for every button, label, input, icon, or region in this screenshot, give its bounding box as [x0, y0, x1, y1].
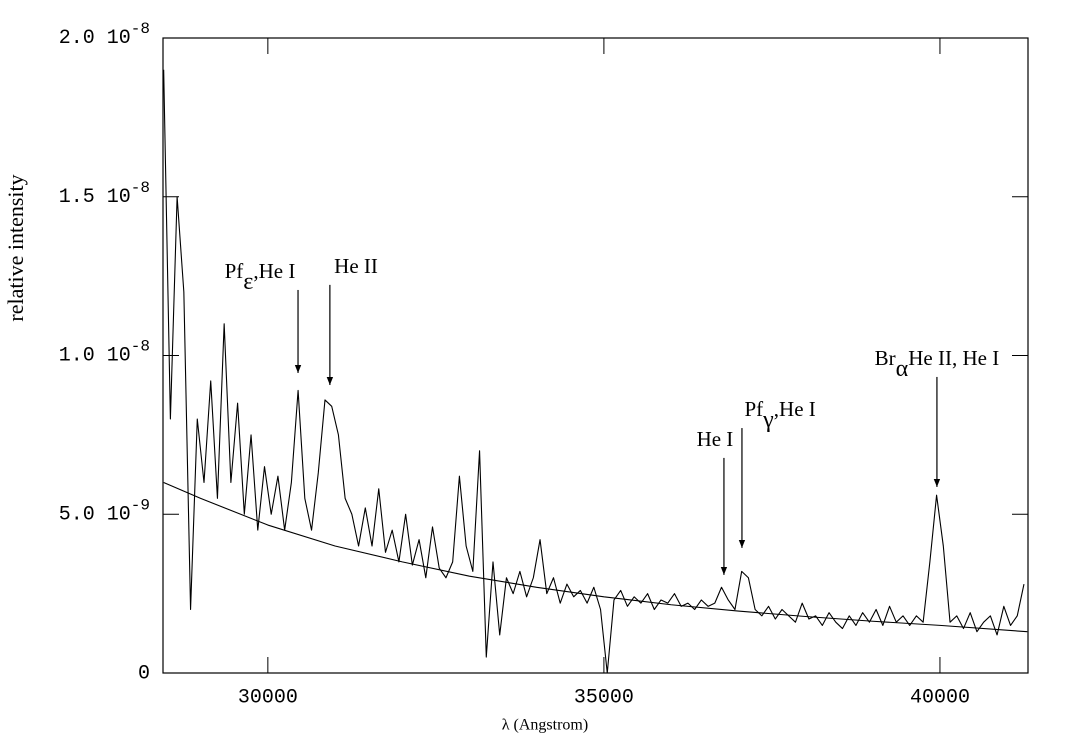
annotation-subscript: α	[896, 355, 909, 381]
series-line	[163, 481, 1028, 633]
annotation-text: He I	[697, 427, 734, 451]
annotation-text: Pf	[744, 397, 763, 421]
y-axis-label: relative intensity	[3, 174, 28, 321]
x-axis-label: λ (Angstrom)	[502, 717, 588, 734]
y-tick-label: 1.0 10-8	[59, 338, 150, 368]
y-tick-exponent: -8	[131, 338, 150, 356]
annotation-text: He II	[334, 254, 378, 278]
y-tick-mantissa: 1.5 10	[59, 186, 131, 209]
annotation-text: Br	[875, 346, 896, 370]
x-tick-label: 30000	[238, 686, 298, 709]
y-tick-exponent: -8	[131, 20, 150, 38]
annotation-text: Pf	[225, 259, 244, 283]
annotation-subscript: ε	[243, 268, 253, 294]
annotation-subscript: γ	[762, 407, 774, 433]
y-tick-mantissa: 2.0 10	[59, 27, 131, 50]
annotation-text: ,He I	[774, 397, 816, 421]
y-tick-label: 1.5 10-8	[59, 179, 150, 209]
y-tick-mantissa: 1.0 10	[59, 345, 131, 368]
annotation-label: Pfε,He I	[225, 259, 296, 295]
series-line	[163, 69, 1025, 674]
annotation-label: BrαHe II, He I	[875, 346, 1000, 382]
annotation-label: Pfγ,He I	[744, 397, 815, 433]
y-tick-label: 0	[138, 662, 150, 685]
y-tick-label: 5.0 10-9	[59, 496, 150, 526]
annotation-label: He II	[334, 254, 378, 278]
plot-area	[163, 69, 1028, 674]
annotation-text: ,He I	[253, 259, 295, 283]
x-tick-label: 40000	[910, 686, 970, 709]
annotation-label: He I	[697, 427, 734, 451]
annotation-text: He II, He I	[908, 346, 999, 370]
y-tick-label: 2.0 10-8	[59, 20, 150, 50]
y-tick-exponent: -8	[131, 179, 150, 197]
y-tick-mantissa: 5.0 10	[59, 504, 131, 527]
y-tick-exponent: -9	[131, 496, 150, 514]
x-tick-label: 35000	[574, 686, 634, 709]
